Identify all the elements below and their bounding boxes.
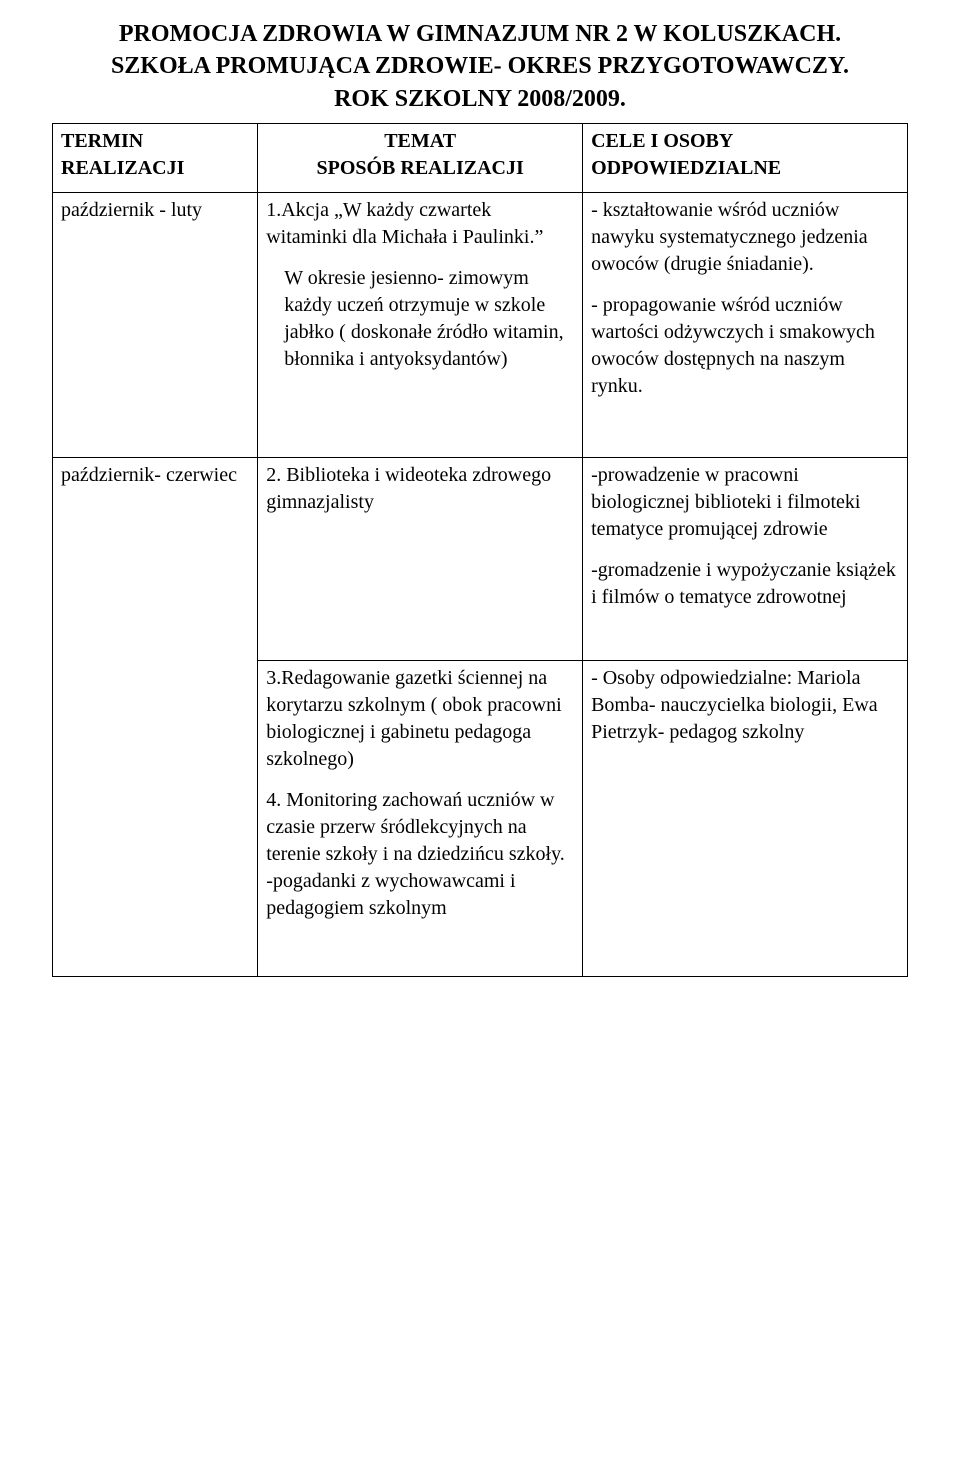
header-goals-line1: CELE I OSOBY — [591, 128, 899, 155]
header-topic-line1: TEMAT — [266, 128, 574, 155]
header-goals: CELE I OSOBY ODPOWIEDZIALNE — [583, 124, 908, 193]
goals-cell: - kształtowanie wśród uczniów nawyku sys… — [583, 193, 908, 458]
schedule-table: TERMIN REALIZACJI TEMAT SPOSÓB REALIZACJ… — [52, 123, 908, 977]
header-term: TERMIN REALIZACJI — [53, 124, 258, 193]
header-topic-line2: SPOSÓB REALIZACJI — [266, 155, 574, 182]
goal-paragraph: - kształtowanie wśród uczniów nawyku sys… — [591, 197, 899, 278]
table-row: październik - luty 1.Akcja „W każdy czwa… — [53, 193, 908, 458]
goal-paragraph: -gromadzenie i wypożyczanie książek i fi… — [591, 557, 899, 611]
topic-paragraph: 3.Redagowanie gazetki ściennej na koryta… — [266, 665, 574, 773]
goals-cell: - Osoby odpowiedzialne: Mariola Bomba- n… — [583, 661, 908, 977]
topic-paragraph: 2. Biblioteka i wideoteka zdrowego gimna… — [266, 462, 574, 516]
topic-paragraph: 1.Akcja „W każdy czwartek witaminki dla … — [266, 197, 574, 251]
topic-paragraph: W okresie jesienno- zimowym każdy uczeń … — [266, 265, 574, 373]
spacer — [266, 530, 574, 650]
topic-paragraph: 4. Monitoring zachowań uczniów w czasie … — [266, 787, 574, 868]
goals-cell: -prowadzenie w pracowni biologicznej bib… — [583, 458, 908, 661]
goal-paragraph: -prowadzenie w pracowni biologicznej bib… — [591, 462, 899, 543]
term-text: październik - luty — [61, 197, 249, 224]
term-cell: październik- czerwiec — [53, 458, 258, 977]
term-cell: październik - luty — [53, 193, 258, 458]
header-topic: TEMAT SPOSÓB REALIZACJI — [258, 124, 583, 193]
table-header-row: TERMIN REALIZACJI TEMAT SPOSÓB REALIZACJ… — [53, 124, 908, 193]
topic-paragraph: -pogadanki z wychowawcami i pedagogiem s… — [266, 868, 574, 922]
spacer — [266, 936, 574, 966]
topic-cell: 3.Redagowanie gazetki ściennej na koryta… — [258, 661, 583, 977]
topic-cell: 1.Akcja „W każdy czwartek witaminki dla … — [258, 193, 583, 458]
page-title: PROMOCJA ZDROWIA W GIMNAZJUM NR 2 W KOLU… — [52, 18, 908, 115]
header-goals-line2: ODPOWIEDZIALNE — [591, 155, 899, 182]
goal-paragraph: - Osoby odpowiedzialne: Mariola Bomba- n… — [591, 665, 899, 746]
title-line-1: PROMOCJA ZDROWIA W GIMNAZJUM NR 2 W KOLU… — [119, 21, 841, 47]
title-line-2: SZKOŁA PROMUJĄCA ZDROWIE- OKRES PRZYGOTO… — [111, 53, 849, 79]
table-row: październik- czerwiec 2. Biblioteka i wi… — [53, 458, 908, 661]
topic-cell: 2. Biblioteka i wideoteka zdrowego gimna… — [258, 458, 583, 661]
spacer — [266, 387, 574, 447]
term-text: październik- czerwiec — [61, 462, 249, 489]
goal-paragraph: - propagowanie wśród uczniów wartości od… — [591, 292, 899, 400]
title-line-3: ROK SZKOLNY 2008/2009. — [334, 86, 626, 112]
